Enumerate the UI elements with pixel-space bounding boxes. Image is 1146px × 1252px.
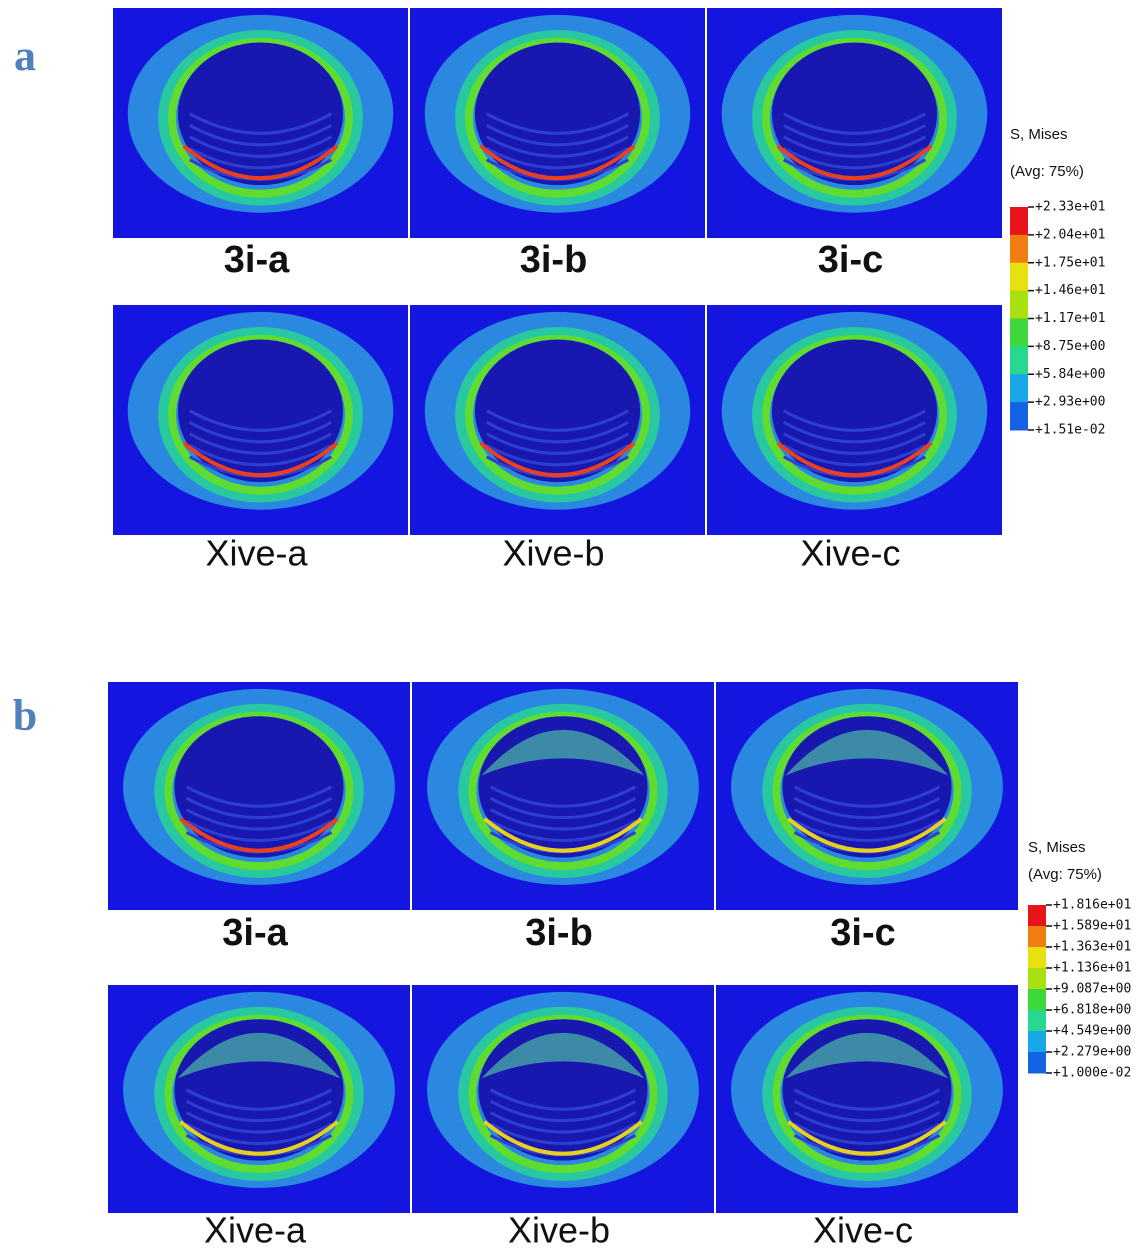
image-caption: 3i-a (222, 912, 288, 954)
legend-level: +1.51e-02 (1035, 423, 1105, 438)
legend-bin (1010, 374, 1028, 402)
legend-level: +5.84e+00 (1035, 367, 1105, 382)
legend-level: +1.589e+01 (1053, 919, 1131, 934)
figure: a 3i-a 3i-b 3i-c Xive-a Xive-b Xive-c S, Mises (… (0, 0, 1146, 1252)
legend-bin (1028, 1031, 1046, 1053)
legend-level: +4.549e+00 (1053, 1024, 1131, 1039)
panel-label: a (14, 31, 36, 80)
hole (178, 43, 343, 186)
legend-level: +1.000e-02 (1053, 1066, 1131, 1081)
hole (174, 716, 343, 857)
hole (475, 340, 640, 483)
legend-level: +1.75e+01 (1035, 255, 1105, 270)
panel-label: b (13, 691, 37, 740)
legend-bin (1010, 291, 1028, 319)
image-caption: Xive-a (205, 533, 308, 574)
legend-bin (1028, 905, 1046, 927)
legend-bin (1028, 1052, 1046, 1074)
image-caption: Xive-c (813, 1210, 913, 1251)
legend-level: +2.279e+00 (1053, 1045, 1131, 1060)
legend-bin (1010, 235, 1028, 263)
legend-level: +2.93e+00 (1035, 395, 1105, 410)
panel: b 3i-a 3i-b 3i-c Xive-a Xive-b Xive-c S, Mises (… (13, 682, 1132, 1251)
legend-bin (1028, 947, 1046, 969)
image-caption: 3i-b (525, 912, 593, 954)
image-caption: 3i-c (830, 912, 895, 954)
legend-bin (1010, 319, 1028, 347)
hole (475, 43, 640, 186)
legend-bin (1028, 968, 1046, 990)
image-caption: Xive-a (204, 1210, 307, 1251)
image-caption: 3i-a (224, 239, 290, 281)
legend-title: S, Mises (1028, 839, 1086, 856)
legend-level: +2.33e+01 (1035, 200, 1105, 215)
legend-bin (1028, 989, 1046, 1011)
legend-title: S, Mises (1010, 126, 1068, 143)
hole (772, 340, 937, 483)
legend-level: +1.136e+01 (1053, 961, 1131, 976)
legend-subtitle: (Avg: 75%) (1028, 866, 1102, 883)
legend-level: +8.75e+00 (1035, 339, 1105, 354)
image-caption: 3i-b (520, 239, 588, 281)
legend-bin (1010, 263, 1028, 291)
legend-level: +6.818e+00 (1053, 1003, 1131, 1018)
legend-level: +2.04e+01 (1035, 227, 1105, 242)
legend-level: +1.816e+01 (1053, 898, 1131, 913)
legend-subtitle: (Avg: 75%) (1010, 163, 1084, 180)
legend-bin (1010, 402, 1028, 430)
legend-level: +9.087e+00 (1053, 982, 1131, 997)
legend-bin (1028, 1010, 1046, 1032)
image-caption: 3i-c (818, 239, 883, 281)
legend-bin (1010, 346, 1028, 374)
legend-bin (1028, 926, 1046, 948)
image-caption: Xive-c (800, 533, 900, 574)
hole (772, 43, 937, 186)
legend-level: +1.17e+01 (1035, 311, 1105, 326)
legend-bin (1010, 207, 1028, 235)
hole (178, 340, 343, 483)
image-caption: Xive-b (502, 533, 604, 574)
panel: a 3i-a 3i-b 3i-c Xive-a Xive-b Xive-c S, Mises (… (14, 8, 1105, 574)
image-caption: Xive-b (508, 1210, 610, 1251)
legend-level: +1.363e+01 (1053, 940, 1131, 955)
legend-level: +1.46e+01 (1035, 283, 1105, 298)
